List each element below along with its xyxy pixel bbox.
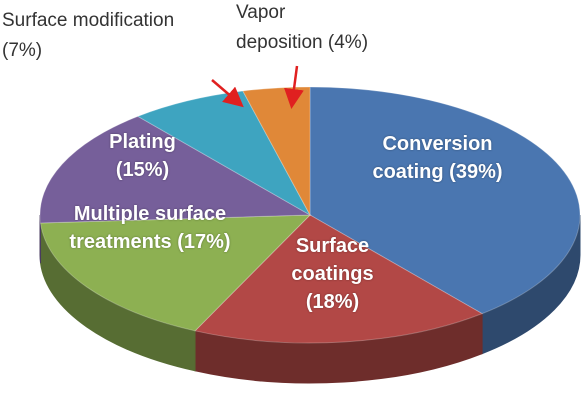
slice-label: Multiple surface treatments (17%): [60, 200, 240, 256]
value-label: (7%): [2, 40, 43, 61]
value-label: (39%): [449, 161, 503, 183]
slice-label: Conversion coating (39%): [350, 130, 525, 186]
category-name: Plating: [109, 131, 176, 153]
value-label: (4%): [327, 32, 369, 53]
category-name: Surface modification: [2, 10, 175, 31]
category-name: Vapor deposition: [236, 2, 323, 53]
slice-label: Surface coatings (18%): [275, 232, 390, 316]
category-name: Conversion coating: [372, 133, 493, 183]
slice: [309, 86, 581, 315]
slice-label: Surface modification (7%): [2, 6, 182, 66]
arrow: [284, 65, 304, 109]
category-name: Surface coatings: [291, 235, 374, 285]
slice-label: Plating (15%): [95, 128, 190, 184]
arrow: [211, 79, 244, 108]
value-label: (17%): [177, 231, 231, 253]
value-label: (15%): [115, 159, 170, 181]
value-label: (18%): [305, 291, 360, 313]
category-name: Multiple surface treatments: [69, 203, 227, 253]
slice: [39, 115, 312, 224]
slice: [194, 214, 484, 344]
slice-label: Vapor deposition (4%): [236, 0, 376, 58]
slice: [39, 214, 312, 332]
